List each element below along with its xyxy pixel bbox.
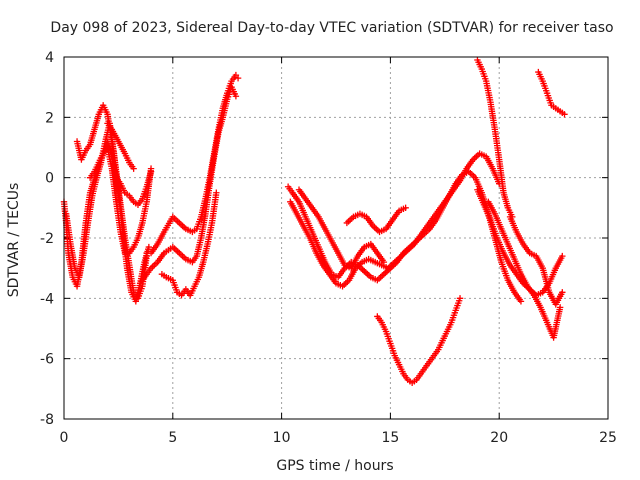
series-arc-c4 (343, 204, 409, 236)
series-arc-b3 (158, 189, 220, 299)
series-arc-a5 (104, 120, 137, 172)
data-point (559, 252, 566, 260)
y-tick-label: 2 (45, 110, 54, 126)
y-tick-label: -4 (40, 291, 54, 307)
data-point (234, 74, 242, 82)
chart-title: Day 098 of 2023, Sidereal Day-to-day VTE… (50, 20, 613, 36)
axis-ticks: 0 5 10 15 20 25 -8 -6 -4 -2 0 2 4 (40, 50, 617, 446)
series-arc-b2 (136, 83, 240, 287)
plot-frame (63, 56, 609, 420)
series-arc-a4 (86, 138, 155, 209)
y-tick-label: 4 (45, 50, 54, 66)
y-tick-label: -6 (40, 352, 54, 368)
x-tick-label: 20 (490, 430, 508, 446)
series-arc-c2 (287, 150, 503, 290)
x-tick-label: 15 (381, 430, 399, 446)
data-series (60, 56, 568, 386)
series-arc-f1 (535, 68, 568, 118)
y-tick-label: 0 (45, 171, 54, 187)
series-arc-c1 (284, 168, 525, 305)
series-arc-e4 (506, 213, 566, 308)
data-point (130, 165, 137, 172)
data-point (559, 289, 566, 296)
data-point (145, 243, 153, 251)
series-arc-e3 (485, 198, 564, 341)
x-tick-label: 25 (599, 430, 617, 446)
data-point (561, 111, 568, 118)
y-axis-label: SDTVAR / TECUs (6, 183, 22, 298)
x-axis-label: GPS time / hours (276, 458, 393, 474)
data-point (456, 295, 464, 302)
data-point (402, 204, 409, 212)
data-point (232, 93, 240, 100)
series-arc-c3 (295, 186, 388, 272)
y-tick-label: -2 (40, 231, 54, 247)
series-arc-e1 (474, 56, 516, 221)
data-point (380, 258, 388, 266)
data-point (517, 298, 525, 305)
x-tick-label: 5 (168, 430, 177, 446)
x-tick-label: 0 (60, 430, 69, 446)
data-point (556, 304, 564, 311)
y-tick-label: -8 (40, 412, 54, 428)
x-tick-label: 10 (273, 430, 291, 446)
grid (64, 57, 608, 419)
data-point (147, 168, 155, 175)
series-arc-d1 (374, 295, 464, 386)
data-point (213, 189, 220, 196)
